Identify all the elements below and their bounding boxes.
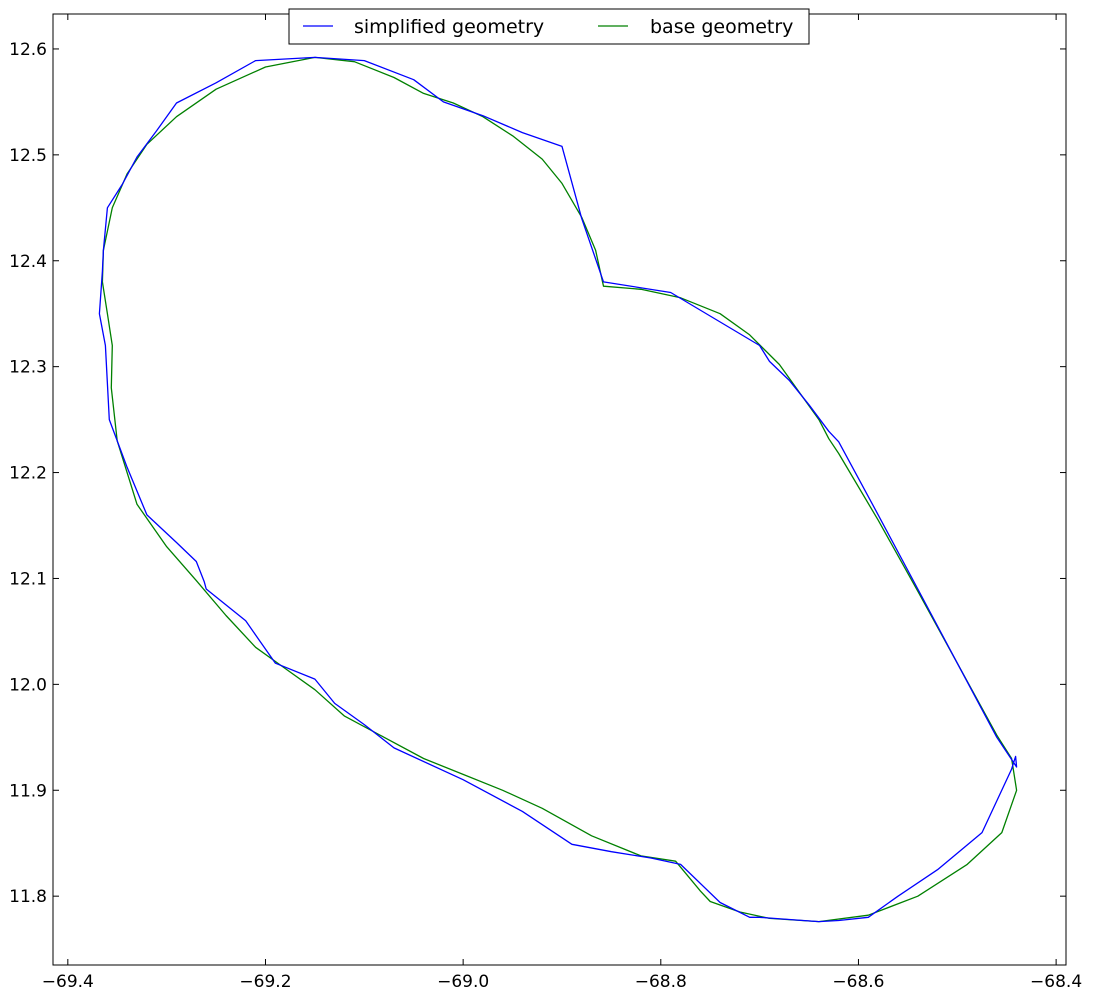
y-tick-label: 12.4 xyxy=(9,252,47,272)
y-tick-label: 12.5 xyxy=(9,146,47,166)
series-layer xyxy=(98,56,1018,923)
y-tick-label: 11.8 xyxy=(9,887,47,907)
legend-label: simplified geometry xyxy=(354,16,544,38)
x-tick-label: −68.6 xyxy=(832,972,884,992)
x-tick-label: −69.0 xyxy=(437,972,489,992)
y-tick-label: 11.9 xyxy=(9,781,47,801)
y-tick-label: 12.1 xyxy=(9,569,47,589)
legend: simplified geometry base geometry xyxy=(288,8,810,45)
y-tick-label: 12.6 xyxy=(9,40,47,60)
legend-box xyxy=(288,8,810,45)
ticks-layer: −69.4 −69.2 −69.0 −68.8 −68.6 −68.4 11.8 11.9 12… xyxy=(9,14,1082,992)
x-tick-label: −69.2 xyxy=(239,972,291,992)
y-tick-label: 12.0 xyxy=(9,675,47,695)
x-tick-label: −69.4 xyxy=(42,972,94,992)
x-tick-label: −68.4 xyxy=(1030,972,1082,992)
y-tick-label: 12.2 xyxy=(9,464,47,484)
y-tick-label: 12.3 xyxy=(9,358,47,378)
x-tick-label: −68.8 xyxy=(635,972,687,992)
legend-label: base geometry xyxy=(650,16,793,38)
series-line-simplified-geometry xyxy=(98,56,1018,923)
